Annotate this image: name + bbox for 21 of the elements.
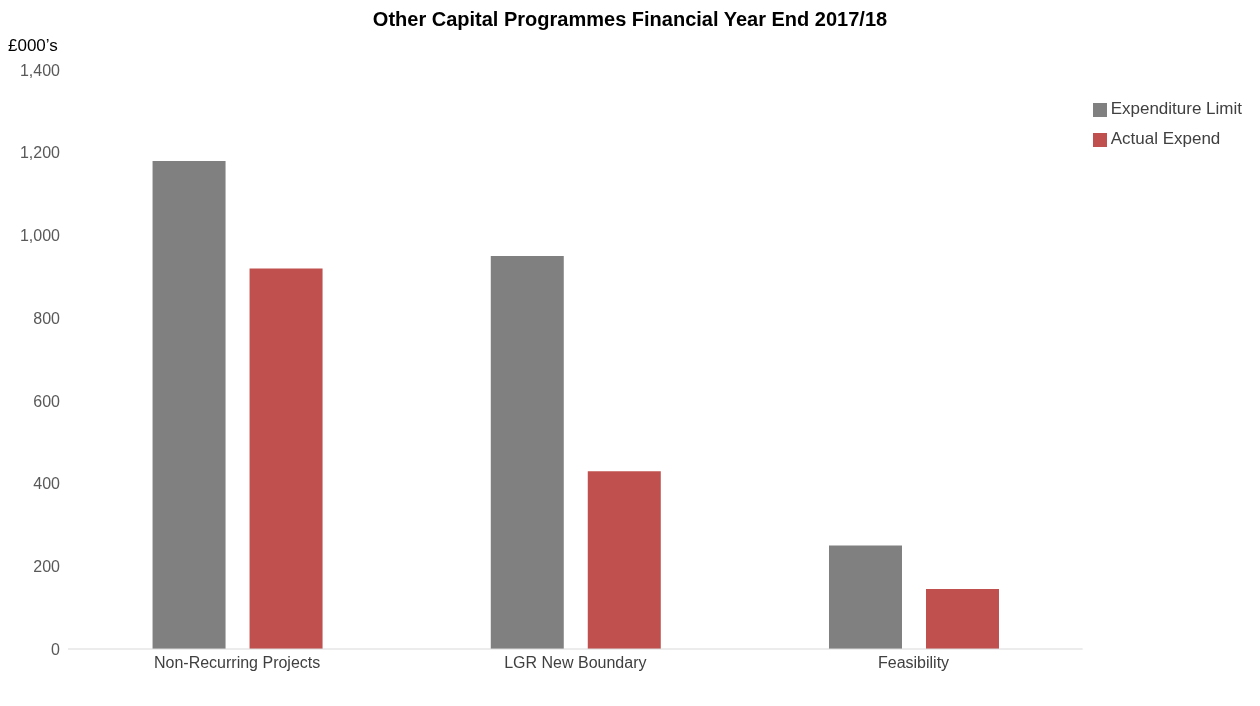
x-tick-label: Feasibility	[877, 654, 950, 672]
bar	[587, 471, 661, 649]
y-tick-label: 800	[33, 309, 61, 327]
y-tick-label: 0	[51, 640, 61, 658]
bar	[925, 589, 999, 649]
bar	[828, 545, 902, 649]
y-tick-label: 1,000	[19, 227, 61, 245]
bar	[249, 268, 323, 649]
y-tick-label: 400	[33, 475, 61, 493]
x-tick-label: LGR New Boundary	[504, 654, 647, 672]
legend-label: Actual Expend	[1110, 129, 1221, 148]
y-tick-label: 600	[33, 392, 61, 410]
y-axis-title: £000’s	[8, 36, 58, 56]
chart-title: Other Capital Programmes Financial Year End 2017/18	[371, 8, 889, 32]
y-tick-label: 1,400	[19, 61, 61, 79]
legend-label: Expenditure Limit	[1110, 99, 1242, 118]
x-tick-label: Non-Recurring Projects	[153, 654, 321, 672]
y-tick-label: 200	[33, 557, 61, 575]
y-tick-label: 1,200	[19, 144, 61, 162]
bar	[152, 160, 226, 649]
bar	[490, 256, 564, 649]
